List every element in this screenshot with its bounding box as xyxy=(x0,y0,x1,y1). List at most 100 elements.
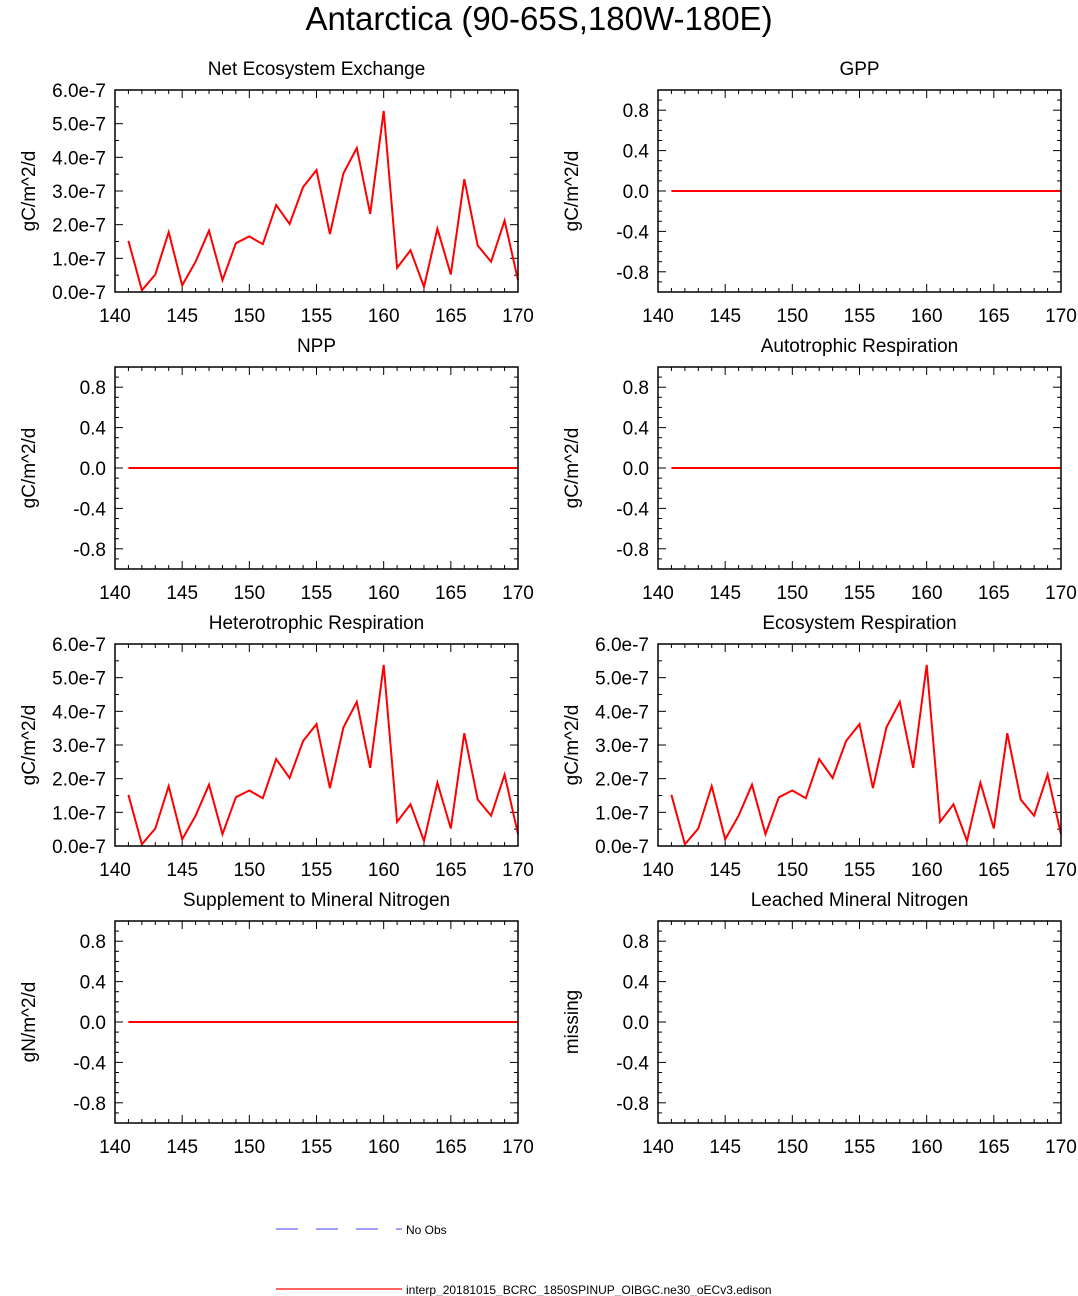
x-tick-label: 165 xyxy=(978,583,1010,604)
x-tick-label: 160 xyxy=(911,583,943,604)
panel-supplement-to-mineral-nitrogen-title: Supplement to Mineral Nitrogen xyxy=(183,890,450,911)
panel-leached-mineral-nitrogen: Leached Mineral Nitrogen missing 140 145 150… xyxy=(562,890,1077,1158)
x-tick-label: 150 xyxy=(233,1137,265,1158)
y-tick-label: 0.0 xyxy=(623,459,649,480)
panel-npp-ylabel: gC/m^2/d xyxy=(19,428,40,509)
y-tick-label: -0.4 xyxy=(616,1053,649,1074)
x-tick-label: 145 xyxy=(709,583,741,604)
x-tick-label: 165 xyxy=(978,1137,1010,1158)
y-tick-label: -0.4 xyxy=(616,222,649,243)
figure-title: Antarctica (90-65S,180W-180E) xyxy=(305,0,772,37)
panel-autotrophic-respiration-title: Autotrophic Respiration xyxy=(761,336,959,357)
x-tick-label: 145 xyxy=(166,583,198,604)
panel-leached-mineral-nitrogen-title: Leached Mineral Nitrogen xyxy=(751,890,969,911)
x-tick-label: 160 xyxy=(911,1137,943,1158)
x-tick-label: 150 xyxy=(233,583,265,604)
panel-npp: NPP gC/m^2/d 140 145 150 155 160 165 170 -0.8 -0.4… xyxy=(19,336,534,604)
x-tick-label: 155 xyxy=(301,1137,333,1158)
y-tick-label: 4.0e-7 xyxy=(595,702,649,723)
y-tick-label: -0.4 xyxy=(73,1053,106,1074)
y-tick-label: 6.0e-7 xyxy=(52,81,106,102)
x-tick-label: 160 xyxy=(911,860,943,881)
y-tick-label: 1.0e-7 xyxy=(52,249,106,270)
y-tick-label: 3.0e-7 xyxy=(595,736,649,757)
x-tick-label: 170 xyxy=(502,1137,534,1158)
panel-npp-frame xyxy=(114,366,519,570)
y-tick-label: -0.8 xyxy=(73,1094,106,1115)
y-tick-label: 0.0 xyxy=(80,459,106,480)
y-tick-label: 0.4 xyxy=(623,142,650,163)
y-tick-label: 5.0e-7 xyxy=(52,669,106,690)
x-tick-label: 145 xyxy=(166,306,198,327)
x-tick-label: 140 xyxy=(99,583,131,604)
panel-heterotrophic-respiration: Heterotrophic Respiration gC/m^2/d 140 145 1… xyxy=(19,613,534,881)
x-tick-label: 145 xyxy=(166,1137,198,1158)
panel-supplement-to-mineral-nitrogen-ylabel: gN/m^2/d xyxy=(19,982,40,1063)
x-tick-label: 165 xyxy=(978,860,1010,881)
y-tick-label: 0.8 xyxy=(80,378,106,399)
panel-net-ecosystem-exchange-ylabel: gC/m^2/d xyxy=(19,151,40,232)
x-tick-label: 155 xyxy=(301,860,333,881)
x-tick-label: 170 xyxy=(1045,583,1077,604)
panel-npp-title: NPP xyxy=(297,336,336,357)
panel-gpp-title: GPP xyxy=(839,59,879,80)
x-tick-label: 155 xyxy=(844,306,876,327)
panel-ecosystem-respiration-title: Ecosystem Respiration xyxy=(762,613,956,634)
panel-gpp-frame xyxy=(657,89,1062,293)
y-tick-label: 0.8 xyxy=(623,932,649,953)
x-tick-label: 140 xyxy=(99,860,131,881)
x-tick-label: 165 xyxy=(435,860,467,881)
x-tick-label: 140 xyxy=(99,1137,131,1158)
x-tick-label: 155 xyxy=(844,860,876,881)
y-tick-label: 0.0 xyxy=(623,1013,649,1034)
panel-net-ecosystem-exchange-title: Net Ecosystem Exchange xyxy=(208,59,426,80)
y-tick-label: 0.0 xyxy=(80,1013,106,1034)
x-tick-label: 155 xyxy=(844,1137,876,1158)
y-tick-label: 2.0e-7 xyxy=(595,770,649,791)
y-tick-label: 4.0e-7 xyxy=(52,148,106,169)
y-tick-label: 0.4 xyxy=(623,419,650,440)
x-tick-label: 170 xyxy=(1045,306,1077,327)
x-tick-label: 145 xyxy=(166,860,198,881)
y-tick-label: 3.0e-7 xyxy=(52,182,106,203)
y-tick-label: 1.0e-7 xyxy=(595,803,649,824)
x-tick-label: 160 xyxy=(368,306,400,327)
y-tick-label: 0.0e-7 xyxy=(52,283,106,304)
panel-gpp: GPP gC/m^2/d 140 145 150 155 160 165 170 -0.8 -0.4… xyxy=(562,59,1077,327)
panel-supplement-to-mineral-nitrogen: Supplement to Mineral Nitrogen gN/m^2/d 14… xyxy=(19,890,534,1158)
y-tick-label: 0.4 xyxy=(80,973,107,994)
x-tick-label: 170 xyxy=(1045,860,1077,881)
series-line xyxy=(670,664,1062,847)
series-line xyxy=(127,110,519,293)
y-tick-label: 2.0e-7 xyxy=(52,216,106,237)
y-tick-label: -0.8 xyxy=(73,540,106,561)
x-tick-label: 150 xyxy=(233,306,265,327)
panel-ecosystem-respiration: Ecosystem Respiration gC/m^2/d 140 145 150 15… xyxy=(562,613,1077,881)
legend-label: interp_20181015_BCRC_1850SPINUP_OIBGC.ne… xyxy=(406,1283,772,1296)
panel-autotrophic-respiration: Autotrophic Respiration gC/m^2/d 140 145 150… xyxy=(562,336,1077,604)
legend-label: No Obs xyxy=(406,1223,447,1237)
x-tick-label: 160 xyxy=(368,1137,400,1158)
y-tick-label: 5.0e-7 xyxy=(595,669,649,690)
x-tick-label: 165 xyxy=(435,583,467,604)
x-tick-label: 150 xyxy=(776,583,808,604)
y-tick-label: -0.8 xyxy=(616,1094,649,1115)
y-tick-label: 1.0e-7 xyxy=(52,803,106,824)
x-tick-label: 140 xyxy=(642,306,674,327)
panel-net-ecosystem-exchange-frame xyxy=(114,89,519,293)
panel-heterotrophic-respiration-ylabel: gC/m^2/d xyxy=(19,705,40,786)
y-tick-label: 0.4 xyxy=(80,419,107,440)
panel-autotrophic-respiration-frame xyxy=(657,366,1062,570)
panel-ecosystem-respiration-ylabel: gC/m^2/d xyxy=(562,705,583,786)
x-tick-label: 140 xyxy=(642,583,674,604)
y-tick-label: 0.0 xyxy=(623,182,649,203)
x-tick-label: 150 xyxy=(776,306,808,327)
x-tick-label: 155 xyxy=(301,306,333,327)
x-tick-label: 165 xyxy=(978,306,1010,327)
y-tick-label: 2.0e-7 xyxy=(52,770,106,791)
x-tick-label: 170 xyxy=(502,583,534,604)
y-tick-label: 6.0e-7 xyxy=(52,635,106,656)
x-tick-label: 140 xyxy=(99,306,131,327)
x-tick-label: 140 xyxy=(642,1137,674,1158)
